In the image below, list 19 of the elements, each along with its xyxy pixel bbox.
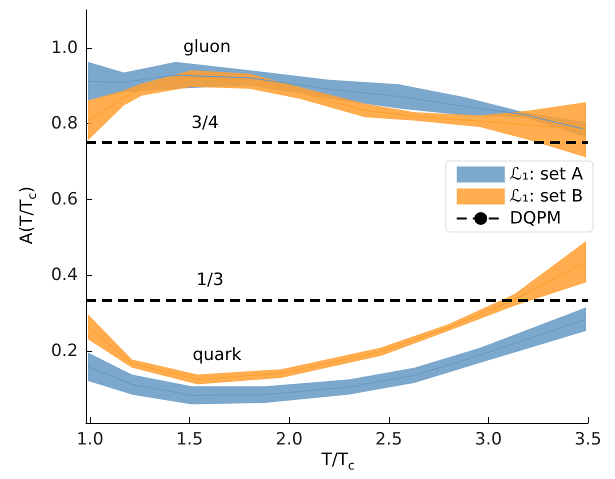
- x-tick-label: 3.5: [574, 430, 602, 450]
- x-tick-label: 3.0: [474, 430, 502, 450]
- x-tick-label: 1.0: [76, 430, 104, 450]
- annotation: 3/4: [191, 113, 219, 133]
- y-tick-label: 0.6: [50, 189, 78, 210]
- annotation: gluon: [183, 37, 231, 57]
- x-tick-label: 2.0: [276, 430, 303, 450]
- y-tick-label: 0.8: [50, 114, 78, 134]
- legend-label: ℒ₁: set A: [510, 164, 584, 184]
- y-tick-label: 0.2: [50, 341, 78, 362]
- y-tick-label: 1.0: [50, 38, 78, 58]
- x-tick-label: 2.5: [375, 430, 402, 450]
- legend-label: ℒ₁: set B: [510, 186, 584, 206]
- annotation: 1/3: [196, 270, 224, 290]
- x-tick-label: 1.5: [176, 430, 204, 450]
- y-tick-label: 0.4: [50, 265, 78, 286]
- x-axis-title: T/T$_{c}$: [322, 450, 355, 472]
- legend-label: DQPM: [510, 208, 562, 228]
- annotation: quark: [192, 345, 242, 365]
